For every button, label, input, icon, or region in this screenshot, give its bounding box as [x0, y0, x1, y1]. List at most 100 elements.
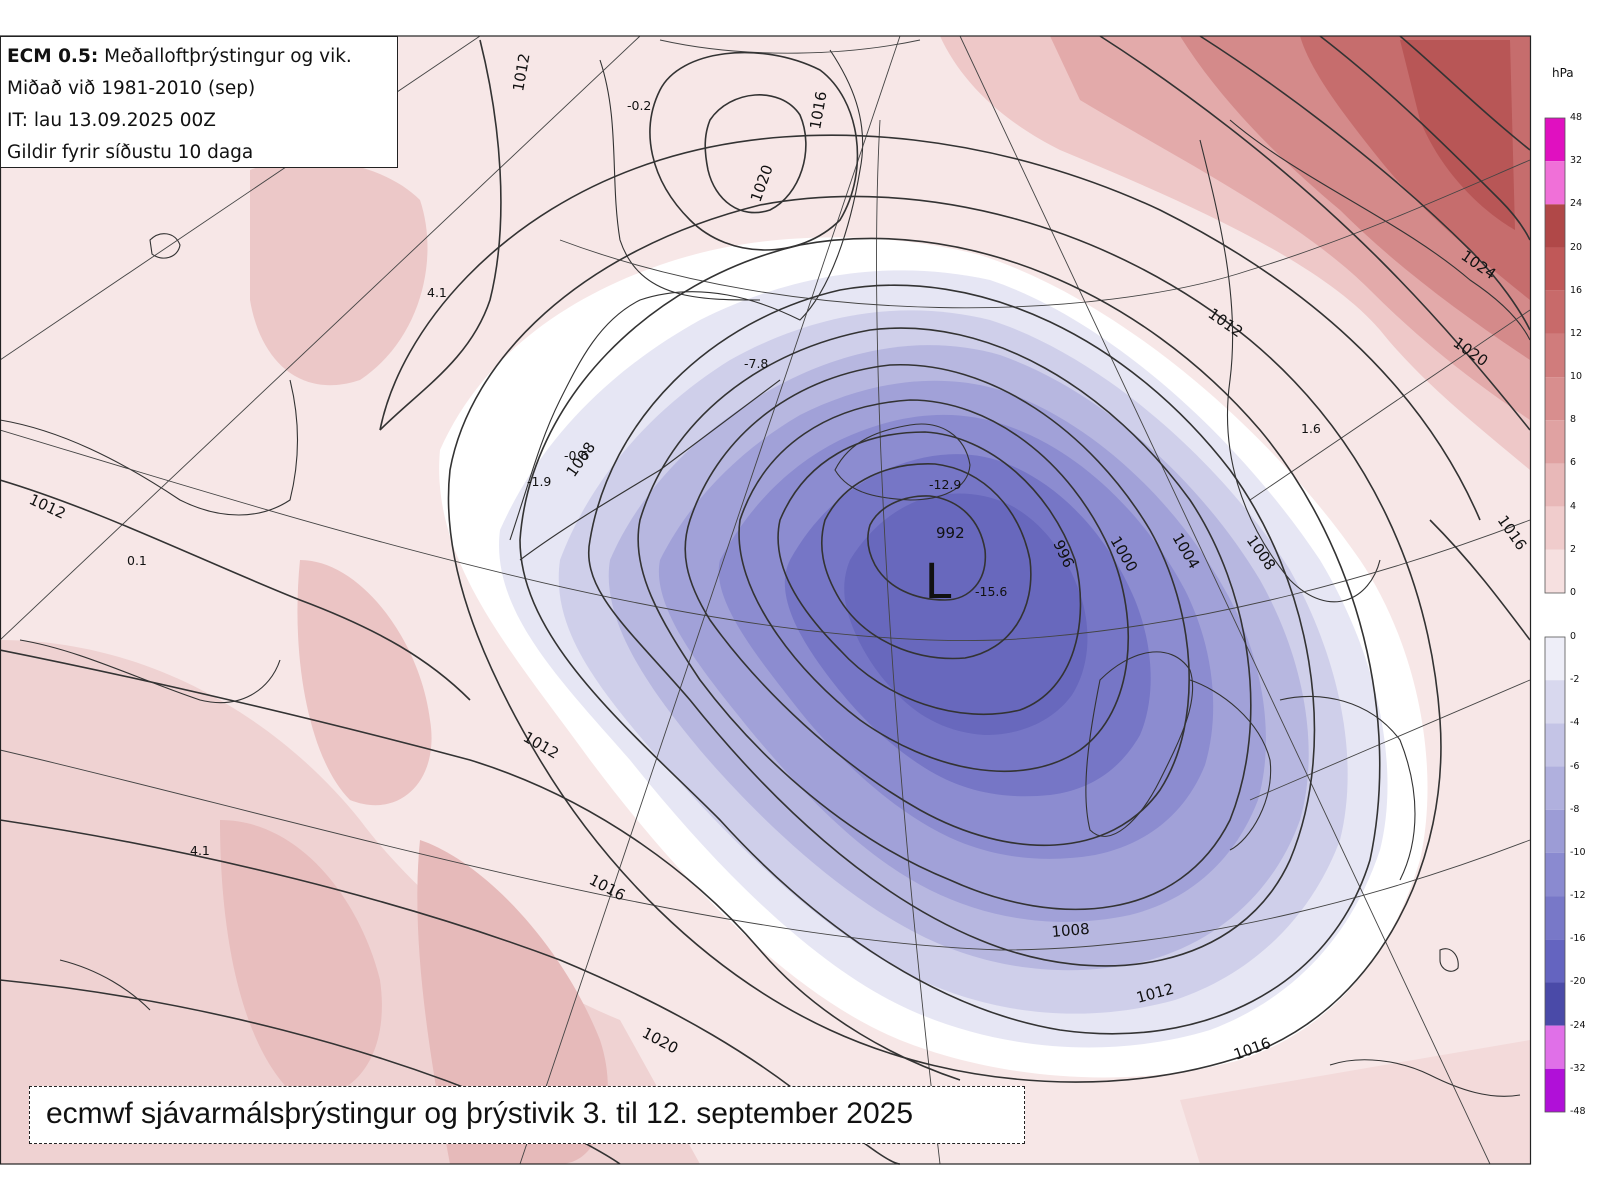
isobar-992 — [867, 495, 987, 601]
colorbar-negative-swatch — [1545, 680, 1565, 724]
colorbar-positive — [1544, 117, 1566, 594]
lake-outline — [149, 233, 181, 259]
isobar-1008 — [684, 364, 1190, 847]
colorbar-negative-frame — [1544, 636, 1566, 1113]
colorbar-negative-tick-label: -24 — [1570, 1019, 1586, 1031]
coastlines — [0, 49, 1531, 1097]
colorbar-positive-tick-label: 4 — [1570, 500, 1577, 512]
newfoundland-coast — [19, 639, 281, 704]
colorbar-positive-frame — [1544, 117, 1566, 594]
product-title: Meðalloftþrýstingur og vik. — [104, 46, 352, 67]
anomaly-label: -7.8 — [744, 356, 768, 371]
colorbar-positive-swatch — [1545, 506, 1565, 550]
colorbar-negative-tick-label: -16 — [1570, 933, 1586, 945]
colorbar-negative-tick-label: -20 — [1570, 976, 1586, 988]
colorbar-negative-swatch — [1545, 1068, 1565, 1112]
colorbar-positive-tick-label: 10 — [1570, 371, 1583, 383]
scandinavia-inland-coast — [1229, 119, 1531, 341]
isobar-label: 1008 — [1051, 920, 1091, 941]
norway-coast — [1199, 139, 1381, 603]
colorbar-positive-swatch — [1545, 463, 1565, 507]
isobar-1000 — [777, 431, 1082, 716]
colorbar-negative-tick-label: -48 — [1570, 1106, 1586, 1117]
validity-period: Gildir fyrir síðustu 10 daga — [7, 142, 254, 163]
colorbar-positive-tick-label: 48 — [1570, 112, 1583, 123]
colorbar-positive-tick-label: 0 — [1570, 587, 1577, 598]
colorbar-negative-tick-label: -12 — [1570, 890, 1586, 902]
anomaly-label: 4.1 — [190, 843, 210, 858]
isobar-1016-south — [0, 649, 961, 1081]
anomaly-label: -12.9 — [929, 477, 961, 492]
colorbar-positive-swatch — [1545, 161, 1565, 205]
colorbar-negative-tick-label: -6 — [1570, 760, 1580, 772]
anomaly-label: -0.6 — [564, 448, 588, 463]
anomaly-labels: -0.2 4.1 -7.8 -0.6 -1.9 -12.9 -15.6 0.1 … — [127, 98, 1321, 858]
colorbar-positive-tick-label: 8 — [1570, 414, 1577, 426]
low-pressure-symbol: L — [925, 554, 952, 610]
colorbar-positive-tick-label: 20 — [1570, 241, 1583, 253]
greenland-southeast-coast — [519, 379, 781, 561]
colorbar-positive-swatch — [1545, 204, 1565, 248]
colorbar-positive-tick-label: 2 — [1570, 543, 1577, 555]
colorbar-negative-tick-label: -2 — [1570, 674, 1580, 686]
colorbar-positive-swatch — [1545, 118, 1565, 162]
labrador-coast — [0, 379, 299, 516]
anomaly-label: 1.6 — [1301, 421, 1321, 436]
map-frame — [0, 35, 1532, 1165]
great-britain-east-coast — [1189, 679, 1272, 851]
positive-anomaly-shading — [0, 36, 1530, 1164]
negative-anomaly-shading — [439, 237, 1428, 1078]
isobar-1008b — [637, 327, 1252, 911]
colorbar-positive-swatch — [1545, 247, 1565, 291]
anomaly-label: 4.1 — [427, 285, 447, 300]
model-name: ECM 0.5: — [7, 46, 99, 67]
island-outline — [1439, 948, 1459, 972]
colorbar-negative-swatch — [1545, 723, 1565, 767]
continental-europe-coast — [1279, 695, 1416, 881]
colorbar-negative-tick-label: 0 — [1570, 631, 1577, 642]
isobar-1012-north — [379, 134, 1481, 521]
map-caption: ecmwf sjávarmálsþrýstingur og þrýstivik … — [29, 1086, 1025, 1144]
anomaly-label: -0.2 — [627, 98, 651, 113]
isobar-1024-northeast — [1319, 35, 1531, 241]
isobar-1020-greenland-high — [704, 94, 807, 214]
forecast-info-box: ECM 0.5: Meðalloftþrýstingur og vik. Mið… — [0, 36, 398, 168]
colorbar-positive-swatch — [1545, 333, 1565, 378]
anomaly-label: 0.1 — [127, 553, 147, 568]
colorbar-negative-swatch — [1545, 982, 1565, 1026]
colorbar-negative-swatch — [1545, 637, 1565, 681]
isobar-1012 — [587, 284, 1316, 967]
isobar-label: 992 — [936, 524, 965, 542]
colorbar-positive-tick-label: 12 — [1570, 327, 1583, 339]
isobar-1020-northeast — [1199, 35, 1531, 331]
colorbar-positive-swatch — [1545, 549, 1565, 593]
iberia-coast — [1329, 1059, 1521, 1097]
colorbar-negative-swatch — [1545, 852, 1565, 897]
colorbar-negative-swatch — [1545, 896, 1565, 940]
isobar-1016 — [447, 195, 1442, 1083]
anomaly-label: -15.6 — [975, 584, 1007, 599]
isobar-1012-greenland — [379, 39, 502, 431]
colorbar-positive-swatch — [1545, 420, 1565, 464]
north-america-east-coast — [59, 959, 151, 1011]
colorbar-positive-tick-label: 16 — [1570, 284, 1583, 296]
colorbar-positive-swatch — [1545, 290, 1565, 334]
colorbar-unit: hPa — [1552, 66, 1574, 80]
initial-time: IT: lau 13.09.2025 00Z — [7, 110, 216, 131]
anomaly-label: -1.9 — [527, 474, 551, 489]
greenland-coast — [509, 49, 864, 541]
colorbar-positive-swatch — [1545, 377, 1565, 421]
colorbar-negative-swatch — [1545, 939, 1565, 983]
colorbar-negative-tick-label: -4 — [1570, 717, 1580, 729]
colorbar-negative-tick-label: -32 — [1570, 1062, 1586, 1074]
lat-lon-grid — [0, 35, 1531, 1165]
isobar-996 — [820, 463, 1032, 660]
isobar-1028-northeast — [1399, 35, 1531, 151]
colorbar-positive-tick-label: 32 — [1570, 155, 1583, 167]
isobar-1016-northeast — [1099, 35, 1531, 431]
colorbar-negative-tick-label: -8 — [1570, 803, 1580, 815]
info-line-title: ECM 0.5: Meðalloftþrýstingur og vik. — [7, 41, 391, 73]
british-isles-coast — [1085, 651, 1194, 837]
isobar-1016-east — [1429, 519, 1531, 641]
